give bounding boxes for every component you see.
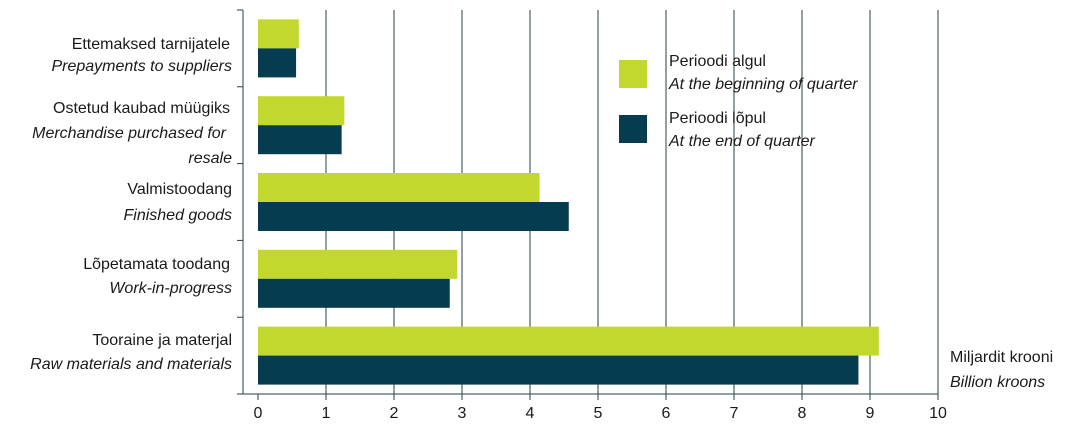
bar-merchandise-end: [258, 125, 342, 155]
bar-finished-end: [258, 202, 569, 231]
x-tick-label-5: 5: [594, 405, 603, 422]
x-tick-label-10: 10: [929, 405, 947, 422]
category-label-prepayments-en: Prepayments to suppliers: [51, 58, 232, 75]
category-label-raw-en: Raw materials and materials: [30, 356, 232, 373]
legend-label-end-en: At the end of quarter: [668, 133, 816, 150]
legend-label-beginning-en: At the beginning of quarter: [668, 76, 858, 93]
x-tick-label-7: 7: [730, 405, 739, 422]
axis-unit-label: Miljardit krooni Billion kroons: [950, 349, 1053, 391]
bar-finished-beginning: [258, 173, 540, 202]
bar-prepayments-beginning: [258, 19, 299, 49]
category-label-finished-et: Valmistoodang: [127, 181, 232, 198]
unit-label-en: Billion kroons: [950, 374, 1045, 391]
category-label-finished-en: Finished goods: [123, 207, 232, 224]
category-label-merchandise-et: Ostetud kaubad müügiks: [53, 100, 230, 117]
category-labels: Ettemaksed tarnijatele Prepayments to su…: [30, 36, 232, 373]
x-tick-label-0: 0: [254, 405, 263, 422]
x-tick-label-6: 6: [662, 405, 671, 422]
category-label-raw-et: Tooraine ja materjal: [92, 332, 232, 349]
category-label-merchandise-en-line1: Merchandise purchased for: [32, 125, 227, 142]
axes: [237, 9, 938, 395]
x-tick-label-3: 3: [458, 405, 467, 422]
x-tick-label-4: 4: [526, 405, 535, 422]
legend-label-beginning-et: Perioodi algul: [669, 53, 766, 70]
bar-prepayments-end: [258, 48, 297, 78]
category-label-prepayments-et: Ettemaksed tarnijatele: [72, 36, 230, 53]
bar-raw-beginning: [258, 326, 879, 356]
bar-merchandise-beginning: [258, 96, 345, 126]
x-tick-label-8: 8: [798, 405, 807, 422]
x-tick-labels: 0 1 2 3 4 5 6 7 8 9 10: [254, 405, 947, 422]
legend-label-end-et: Perioodi lõpul: [669, 110, 766, 127]
category-label-wip-et: Lõpetamata toodang: [83, 256, 230, 273]
legend-swatch-beginning: [619, 60, 647, 88]
unit-label-et: Miljardit krooni: [950, 349, 1053, 366]
bar-wip-beginning: [258, 249, 458, 279]
x-tick-label-1: 1: [322, 405, 331, 422]
bar-raw-end: [258, 355, 859, 385]
category-label-wip-en: Work-in-progress: [109, 280, 232, 297]
legend-swatch-end: [619, 115, 647, 143]
x-tick-label-9: 9: [866, 405, 875, 422]
category-label-merchandise-en-line2: resale: [188, 150, 232, 167]
bars: [258, 19, 879, 385]
bar-wip-end: [258, 278, 450, 308]
x-tick-label-2: 2: [390, 405, 399, 422]
legend: Perioodi algul At the beginning of quart…: [619, 53, 858, 150]
